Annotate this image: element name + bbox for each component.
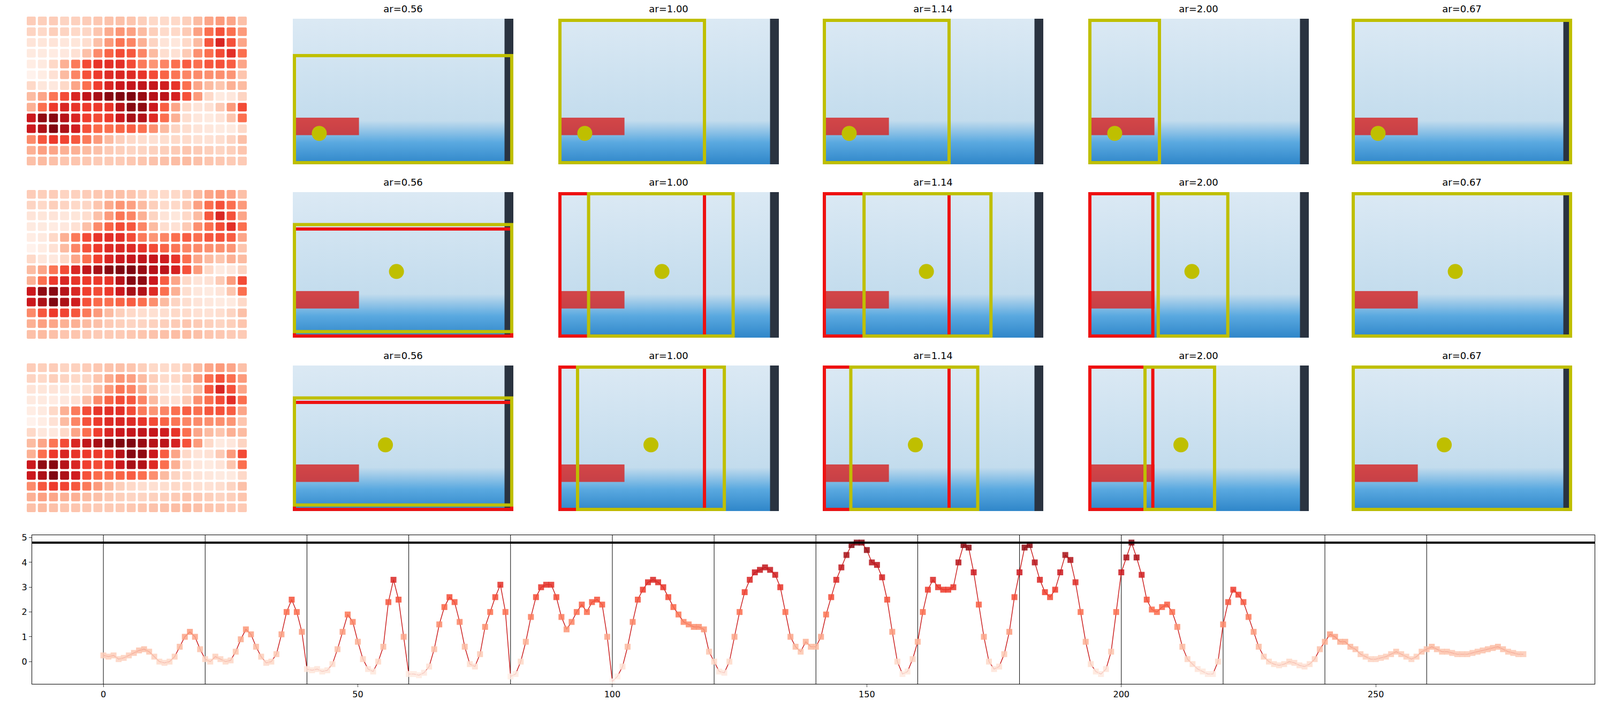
svg-text:ar=1.00: ar=1.00 bbox=[648, 350, 689, 362]
svg-text:200: 200 bbox=[1112, 689, 1130, 700]
svg-text:ar=1.00: ar=1.00 bbox=[648, 176, 689, 188]
svg-text:ar=2.00: ar=2.00 bbox=[1178, 176, 1219, 188]
svg-text:50: 50 bbox=[352, 689, 363, 700]
svg-text:150: 150 bbox=[858, 689, 876, 700]
svg-text:ar=0.67: ar=0.67 bbox=[1442, 176, 1482, 188]
svg-text:100: 100 bbox=[604, 689, 621, 700]
svg-text:2: 2 bbox=[21, 607, 28, 618]
svg-text:5: 5 bbox=[21, 532, 28, 543]
svg-text:4: 4 bbox=[21, 557, 28, 568]
svg-text:3: 3 bbox=[21, 582, 28, 593]
svg-text:ar=0.56: ar=0.56 bbox=[383, 3, 423, 15]
svg-text:0: 0 bbox=[21, 656, 28, 667]
svg-text:0: 0 bbox=[100, 689, 106, 700]
svg-text:ar=2.00: ar=2.00 bbox=[1178, 350, 1219, 362]
svg-text:ar=1.00: ar=1.00 bbox=[648, 3, 689, 15]
svg-text:ar=0.67: ar=0.67 bbox=[1442, 350, 1482, 362]
svg-text:ar=0.56: ar=0.56 bbox=[383, 350, 423, 362]
svg-text:ar=1.14: ar=1.14 bbox=[913, 350, 953, 362]
svg-text:ar=2.00: ar=2.00 bbox=[1178, 3, 1219, 15]
svg-text:ar=1.14: ar=1.14 bbox=[913, 176, 953, 188]
svg-text:ar=0.56: ar=0.56 bbox=[383, 176, 423, 188]
svg-text:250: 250 bbox=[1367, 689, 1385, 700]
svg-text:ar=0.67: ar=0.67 bbox=[1442, 3, 1482, 15]
svg-text:ar=1.14: ar=1.14 bbox=[913, 3, 953, 15]
svg-text:1: 1 bbox=[21, 632, 28, 643]
